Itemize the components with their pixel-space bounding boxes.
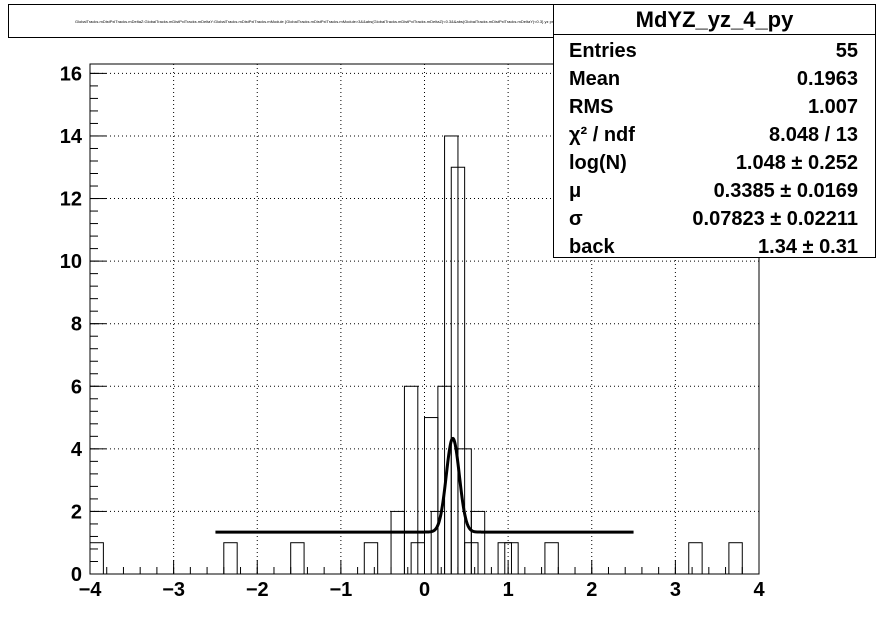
x-tick-label: 0 [419, 579, 430, 601]
x-tick-label: −1 [329, 579, 352, 601]
y-tick-label: 2 [71, 501, 82, 523]
stats-row-rms: RMS 1.007 [569, 93, 858, 121]
stats-label: RMS [569, 96, 614, 118]
y-tick-label: 14 [60, 126, 83, 148]
histogram-bin [223, 542, 238, 575]
x-tick-label: −3 [162, 579, 185, 601]
histogram-bin [89, 542, 104, 575]
histogram-bin [290, 542, 305, 575]
x-tick-label: 2 [586, 579, 597, 601]
stats-value: 55 [835, 40, 858, 62]
y-tick-label: 16 [60, 63, 82, 85]
stats-value: 0.07823 ± 0.02211 [692, 208, 858, 230]
stats-row-back: back 1.34 ± 0.31 [569, 233, 858, 261]
stats-value: 0.3385 ± 0.0169 [713, 180, 858, 202]
stats-row-sigma: σ 0.07823 ± 0.02211 [569, 205, 858, 233]
stats-row-mean: Mean 0.1963 [569, 65, 858, 93]
stats-value: 1.007 [807, 96, 858, 118]
histogram-bin [688, 542, 703, 575]
x-tick-label: −4 [79, 579, 103, 601]
stats-value: 0.1963 [796, 68, 858, 90]
stats-label: Mean [569, 68, 621, 90]
fit-curve [215, 436, 634, 534]
chart-title: GlobalTracks.mDistPxlTracks.mDeltaZ:Glob… [74, 18, 567, 24]
stats-value: 1.34 ± 0.31 [758, 236, 858, 258]
histogram-bin [470, 510, 486, 575]
stats-label: back [569, 236, 615, 258]
x-tick-label: −2 [246, 579, 269, 601]
stats-label: σ [569, 208, 583, 230]
title-box: GlobalTracks.mDistPxlTracks.mDeltaZ:Glob… [8, 4, 634, 38]
y-tick-labels: 0 2 4 6 8 10 12 14 16 [60, 63, 83, 586]
x-tick-label: 4 [753, 579, 765, 601]
histogram-bin [544, 542, 559, 575]
y-tick-label: 4 [71, 439, 83, 461]
y-tick-label: 10 [60, 251, 82, 273]
stats-row-logn: log(N) 1.048 ± 0.252 [569, 149, 858, 177]
stats-value: 8.048 / 13 [769, 124, 858, 146]
stats-box: MdYZ_yz_4_py Entries 55 Mean 0.1963 RMS … [553, 4, 876, 258]
stats-label: χ² / ndf [569, 124, 635, 146]
stats-row-chi2: χ² / ndf 8.048 / 13 [569, 121, 858, 149]
y-tick-label: 12 [60, 189, 82, 211]
histogram-bars [89, 135, 743, 575]
histogram-bin [390, 510, 405, 575]
histogram-bin [728, 542, 743, 575]
stats-row-mu: μ 0.3385 ± 0.0169 [569, 177, 858, 205]
y-tick-label: 6 [71, 376, 82, 398]
stats-histogram-name: MdYZ_yz_4_py [554, 5, 875, 35]
stats-label: log(N) [569, 152, 627, 174]
histogram-bin [363, 542, 379, 575]
stats-value: 1.048 ± 0.252 [735, 152, 858, 174]
stats-label: Entries [569, 40, 637, 62]
stats-label: μ [569, 180, 582, 202]
histogram-bin [504, 542, 519, 575]
x-tick-label: 1 [503, 579, 514, 601]
x-tick-labels: −4 −3 −2 −1 0 1 2 3 4 [79, 579, 766, 601]
x-tick-label: 3 [670, 579, 681, 601]
axis-ticks [89, 72, 760, 575]
y-tick-label: 0 [71, 564, 82, 586]
y-tick-label: 8 [71, 314, 82, 336]
stats-row-entries: Entries 55 [569, 37, 858, 65]
